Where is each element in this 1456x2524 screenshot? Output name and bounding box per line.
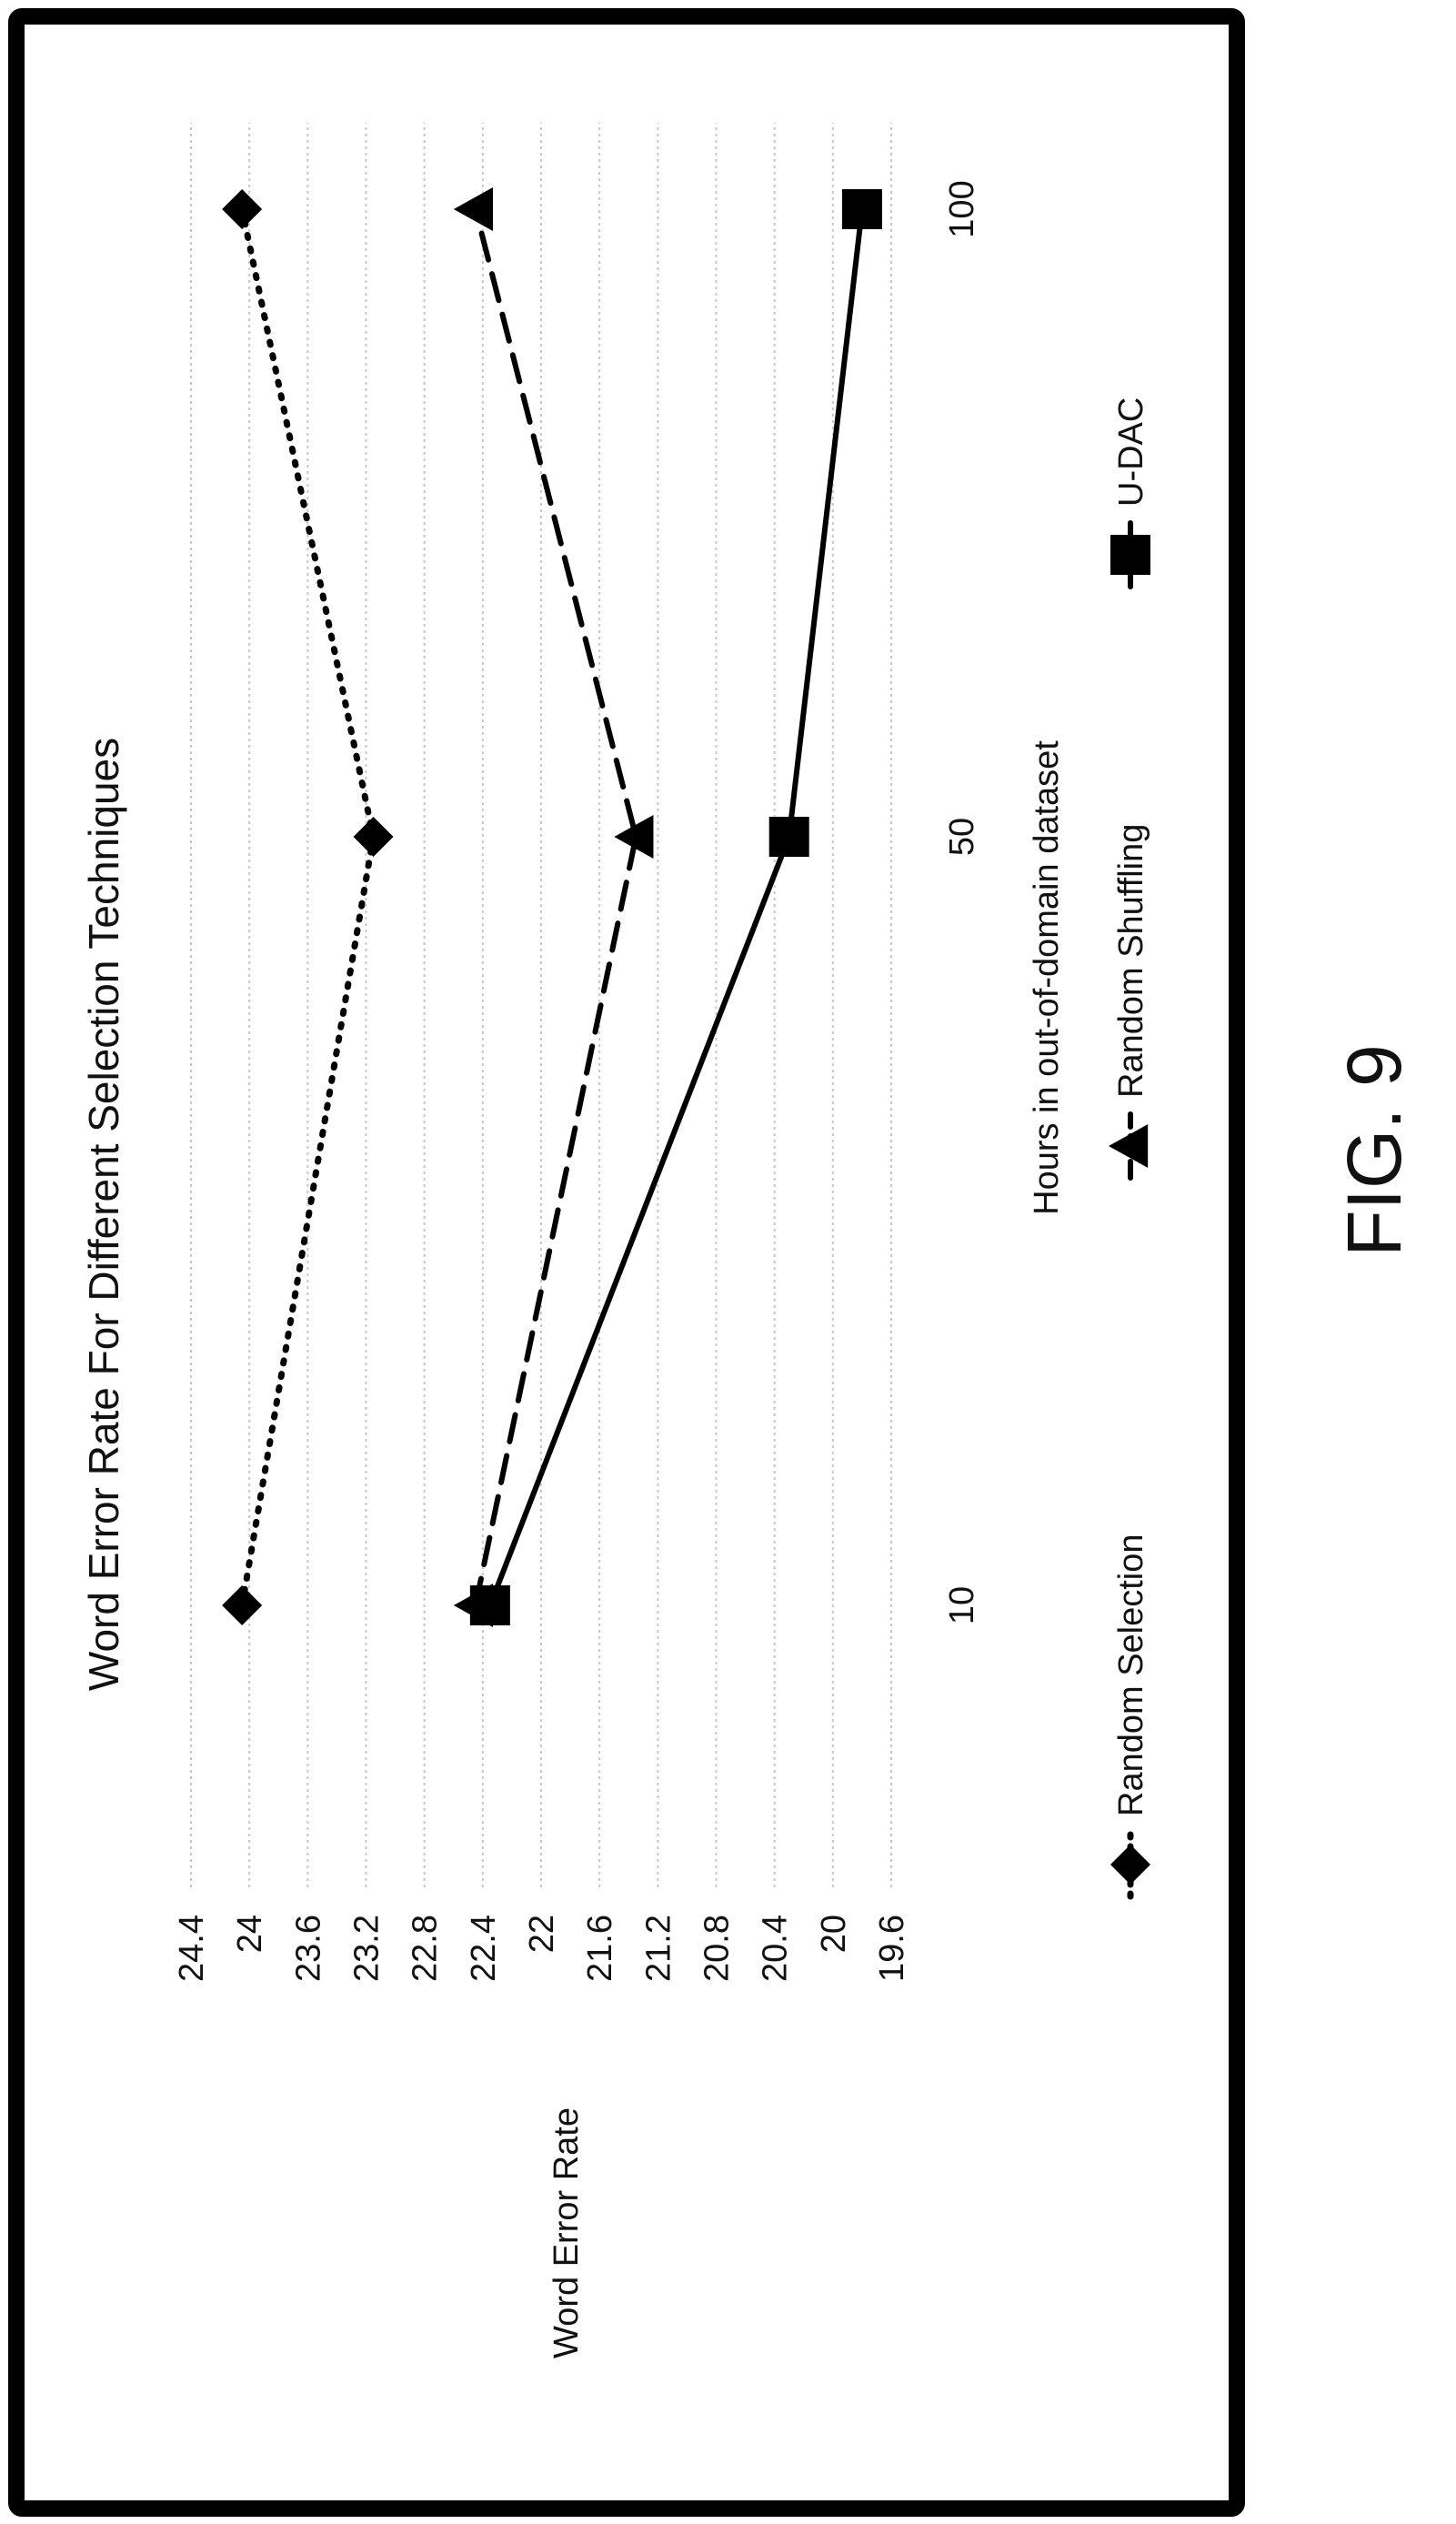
- chart-frame: [8, 8, 1245, 2517]
- series-u-dac: [469, 189, 882, 1625]
- data-point-diamond: [222, 189, 263, 229]
- data-point-square: [469, 1585, 510, 1625]
- data-point-diamond: [353, 817, 394, 857]
- series-random-selection: [222, 189, 394, 1625]
- legend: Random Selection Random Shuffling U-DAC: [1109, 397, 1150, 1900]
- x-tick-label: 10: [943, 1586, 981, 1624]
- y-tick-label: 22.8: [407, 1915, 445, 1982]
- x-tick-label: 100: [943, 180, 981, 237]
- legend-label: Random Shuffling: [1112, 824, 1150, 1098]
- legend-label: Random Selection: [1112, 1534, 1150, 1816]
- data-point-square: [841, 189, 882, 229]
- data-point-triangle: [614, 815, 654, 859]
- y-tick-label: 19.6: [873, 1915, 911, 1982]
- series-line: [472, 206, 639, 1608]
- legend-marker-diamond: [1110, 1845, 1150, 1885]
- y-tick-label: 22.4: [465, 1915, 503, 1982]
- x-axis-title: Hours in out-of-domain dataset: [1028, 740, 1066, 1215]
- y-tick-labels: 24.4 24 23.6 23.2 22.8 22.4 22 21.6 21.2 20.8 20.4…: [173, 1915, 911, 1982]
- legend-item: Random Selection: [1110, 1534, 1150, 1900]
- data-point-triangle: [453, 187, 494, 231]
- x-tick-label: 50: [943, 818, 981, 856]
- figure-caption: FIG. 9: [1331, 1044, 1417, 1256]
- legend-marker-triangle: [1109, 1124, 1149, 1168]
- y-tick-label: 21.6: [581, 1915, 619, 1982]
- y-tick-label: 24.4: [173, 1915, 211, 1982]
- series-layer: [222, 187, 882, 1627]
- legend-item: Random Shuffling: [1109, 824, 1150, 1181]
- y-tick-label: 20.8: [698, 1915, 737, 1982]
- y-tick-label: 21.2: [639, 1915, 678, 1982]
- legend-marker-square: [1110, 535, 1150, 575]
- y-tick-label: 22: [523, 1915, 561, 1953]
- chart-title: Word Error Rate For Different Selection …: [80, 738, 127, 1691]
- y-tick-label: 20: [815, 1915, 853, 1953]
- data-point-square: [768, 817, 809, 857]
- legend-item: U-DAC: [1110, 397, 1150, 589]
- y-tick-label: 23.6: [289, 1915, 327, 1982]
- y-tick-label: 24: [231, 1915, 269, 1953]
- data-point-diamond: [222, 1585, 263, 1625]
- x-tick-labels: 10 50 100: [943, 180, 981, 1624]
- chart-plot: 24.4 24 23.6 23.2 22.8 22.4 22 21.6 21.2 20.8 20.4…: [80, 123, 1150, 2358]
- y-axis-title: Word Error Rate: [547, 2107, 586, 2358]
- y-tick-label: 23.2: [348, 1915, 387, 1982]
- y-tick-label: 20.4: [757, 1915, 795, 1982]
- legend-label: U-DAC: [1112, 397, 1150, 507]
